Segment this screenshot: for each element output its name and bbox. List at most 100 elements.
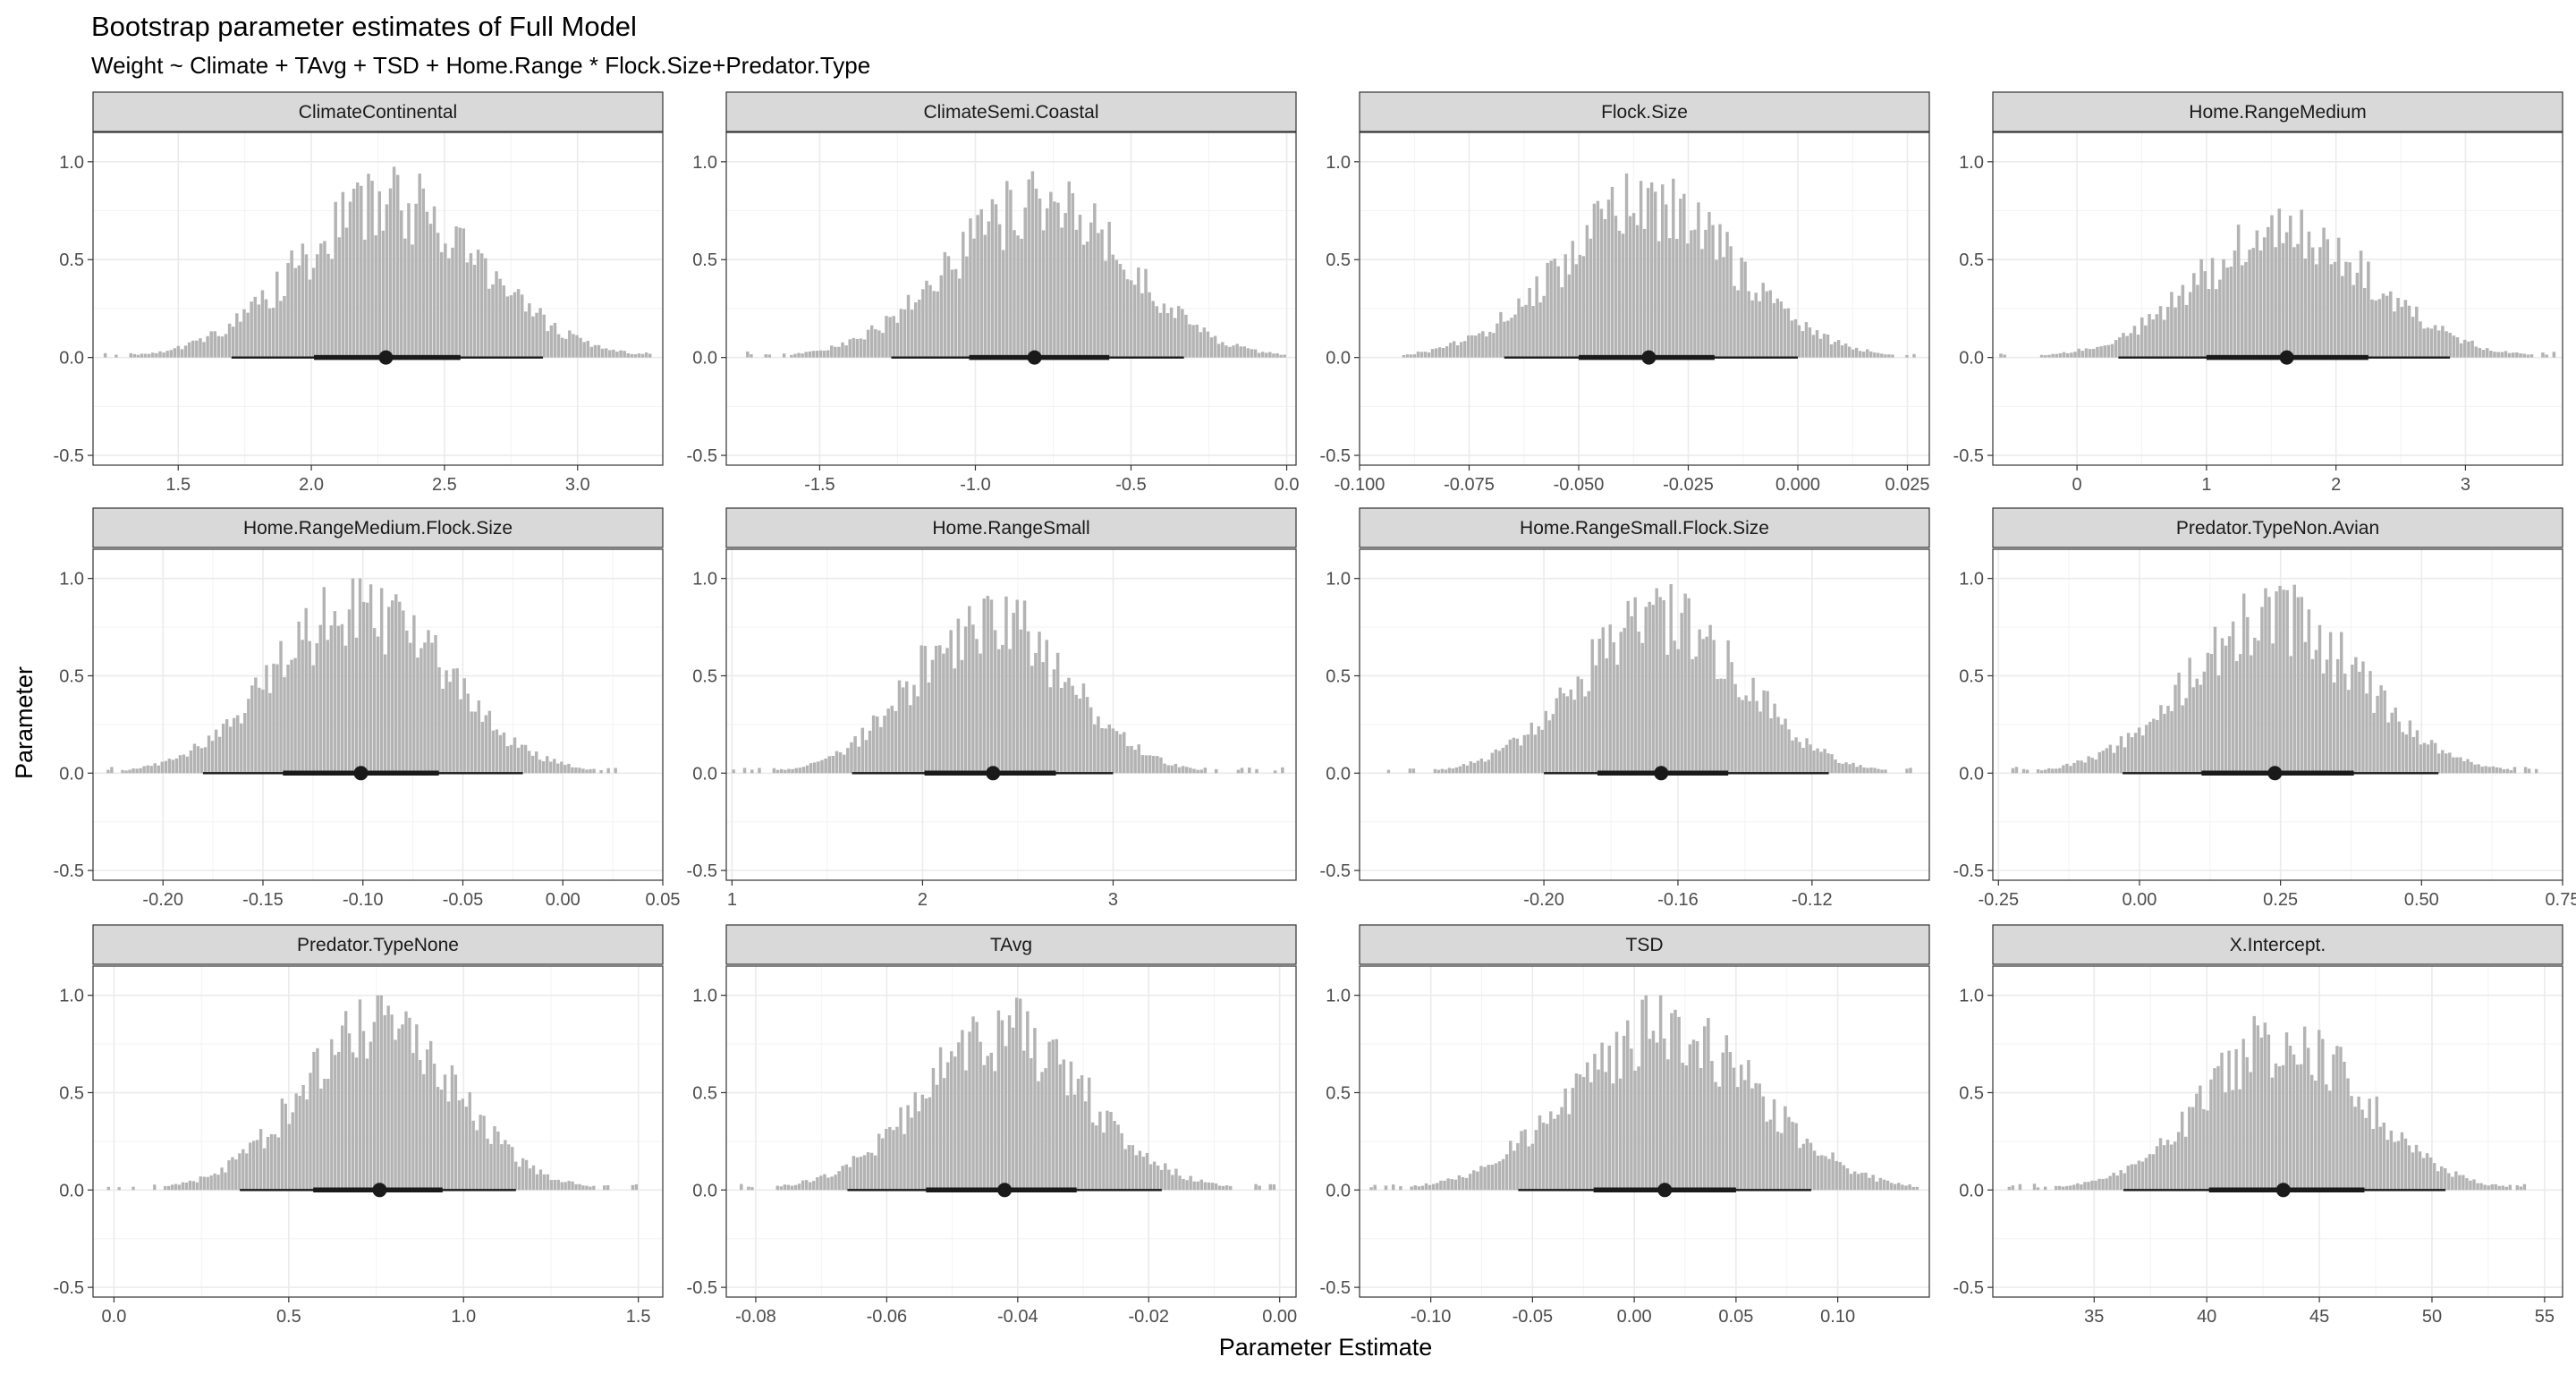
histogram-bar bbox=[1801, 747, 1805, 774]
facet-strip-label: Flock.Size bbox=[1601, 102, 1688, 123]
histogram-bar bbox=[1868, 1177, 1871, 1191]
histogram-bar bbox=[470, 711, 473, 774]
facet-strip bbox=[92, 91, 664, 132]
histogram-bar bbox=[816, 1177, 819, 1191]
histogram-bar bbox=[1812, 751, 1816, 774]
histogram-bar bbox=[167, 759, 172, 774]
histogram-bar bbox=[2036, 769, 2040, 774]
histogram-bar bbox=[2065, 352, 2070, 358]
histogram-bar bbox=[2422, 328, 2426, 358]
histogram-bar bbox=[1439, 1180, 1443, 1191]
histogram-bar bbox=[556, 763, 560, 774]
histogram-bar bbox=[909, 705, 912, 774]
histogram-bar bbox=[1889, 1183, 1894, 1191]
histogram-bar bbox=[986, 1056, 989, 1191]
histogram-bar bbox=[1622, 1035, 1626, 1191]
histogram-bar bbox=[2018, 1183, 2022, 1191]
histogram-bar bbox=[189, 751, 193, 774]
histogram-bar bbox=[797, 352, 801, 358]
histogram-bar bbox=[496, 1131, 500, 1191]
histogram-bar bbox=[220, 1167, 224, 1191]
histogram-bar bbox=[885, 1128, 888, 1191]
histogram-bar bbox=[1827, 1158, 1831, 1191]
histogram-bar bbox=[290, 250, 293, 358]
histogram-bar bbox=[1830, 754, 1834, 774]
histogram-bar bbox=[953, 668, 957, 774]
y-tick-label: 0.5 bbox=[1959, 666, 1984, 686]
histogram-bar bbox=[2376, 695, 2379, 774]
histogram-bar bbox=[2474, 346, 2479, 358]
histogram-bar bbox=[2367, 261, 2370, 358]
histogram-bar bbox=[1207, 1182, 1211, 1191]
histogram-bar bbox=[957, 1042, 961, 1191]
histogram-bar bbox=[513, 292, 517, 358]
histogram-bar bbox=[1682, 193, 1686, 358]
histogram-bar bbox=[862, 1155, 867, 1191]
y-tick-label: 1.0 bbox=[1326, 570, 1351, 589]
histogram-bar bbox=[560, 1182, 564, 1191]
histogram-bar bbox=[2144, 1158, 2148, 1191]
histogram-bar bbox=[1478, 333, 1481, 358]
histogram-bar bbox=[1600, 1042, 1604, 1191]
histogram-bar bbox=[518, 1166, 521, 1191]
histogram-bar bbox=[1453, 1179, 1458, 1191]
x-tick-label: -0.05 bbox=[1513, 1307, 1554, 1327]
histogram-bar bbox=[1869, 768, 1873, 774]
histogram-bar bbox=[1670, 1013, 1674, 1191]
histogram-bar bbox=[1708, 624, 1712, 774]
histogram-bar bbox=[1587, 691, 1590, 774]
histogram-bar bbox=[2058, 1185, 2062, 1191]
histogram-bar bbox=[2203, 271, 2207, 358]
histogram-bar bbox=[606, 768, 610, 774]
histogram-bar bbox=[491, 730, 496, 774]
histogram-bar bbox=[330, 1039, 334, 1191]
histogram-bar bbox=[841, 342, 844, 358]
facet-strip bbox=[1359, 924, 1930, 965]
x-tick-label: -0.025 bbox=[1663, 475, 1714, 495]
histogram-bar bbox=[1851, 349, 1855, 358]
histogram-bar bbox=[2491, 766, 2495, 774]
point-estimate bbox=[986, 766, 1001, 781]
histogram-bar bbox=[1726, 640, 1730, 774]
histogram-bar bbox=[931, 1068, 936, 1191]
histogram-bar bbox=[1460, 342, 1463, 358]
histogram-bar bbox=[1741, 700, 1744, 774]
histogram-bar bbox=[812, 1181, 816, 1191]
histogram-bar bbox=[2484, 766, 2487, 774]
histogram-bar bbox=[1818, 338, 1823, 358]
histogram-bar bbox=[1461, 1176, 1465, 1191]
histogram-bar bbox=[228, 726, 233, 774]
histogram-bar bbox=[1553, 1118, 1556, 1191]
x-tick-label: 0.000 bbox=[1775, 475, 1820, 495]
histogram-bar bbox=[2325, 1084, 2328, 1191]
histogram-bar bbox=[2481, 350, 2486, 358]
histogram-bar bbox=[1085, 242, 1089, 358]
histogram-bar bbox=[1864, 1172, 1868, 1191]
histogram-bar bbox=[2011, 768, 2015, 774]
histogram-bar bbox=[1098, 1111, 1102, 1191]
histogram-bar bbox=[546, 331, 550, 358]
histogram-bar bbox=[902, 1133, 906, 1191]
histogram-bar bbox=[972, 238, 976, 358]
histogram-bar bbox=[2274, 247, 2277, 358]
histogram-bar bbox=[1431, 1183, 1436, 1191]
histogram-bar bbox=[1402, 354, 1406, 358]
histogram-bar bbox=[818, 350, 823, 358]
histogram-bar bbox=[2353, 1107, 2357, 1191]
histogram-bar bbox=[461, 1098, 465, 1191]
histogram-bar bbox=[2125, 335, 2129, 358]
histogram-bar bbox=[859, 1157, 863, 1191]
histogram-bar bbox=[1504, 1154, 1509, 1191]
histogram-bar bbox=[227, 323, 232, 358]
histogram-bar bbox=[1911, 1186, 1915, 1191]
histogram-bar bbox=[340, 1025, 344, 1191]
point-estimate bbox=[372, 1183, 387, 1198]
histogram-bar bbox=[1571, 241, 1574, 358]
histogram-bar bbox=[1228, 1185, 1233, 1191]
histogram-bar bbox=[1772, 1098, 1776, 1191]
histogram-bar bbox=[615, 352, 619, 358]
histogram-bar bbox=[216, 335, 221, 358]
histogram-bar bbox=[960, 659, 964, 774]
histogram-bar bbox=[1884, 354, 1887, 358]
